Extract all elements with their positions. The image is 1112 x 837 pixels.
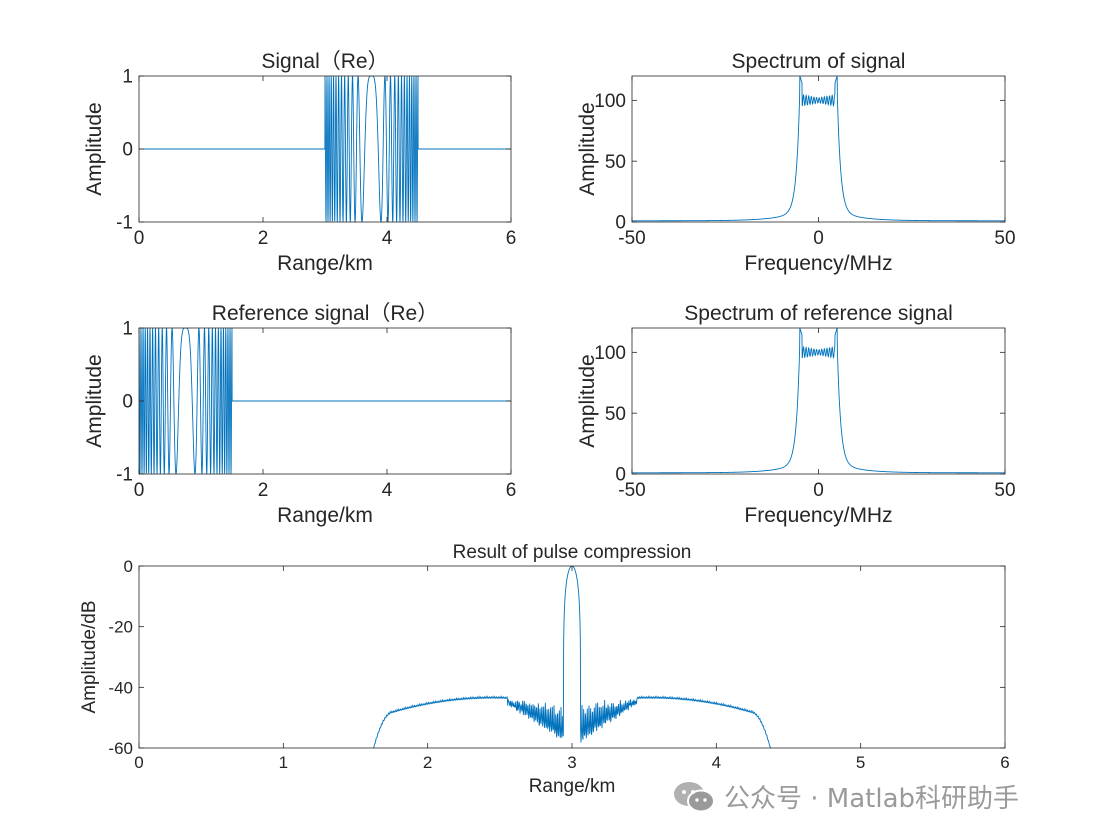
x-tick-label: 0 [813,228,824,249]
y-tick-label: 0 [122,140,133,161]
y-axis-label: Amplitude [83,354,106,447]
y-tick-label: 100 [594,91,626,112]
x-tick-label: 4 [382,480,393,501]
watermark-text: 公众号 · Matlab科研助手 [724,784,1020,814]
x-tick-label: 50 [994,228,1015,249]
y-tick-label: 1 [122,319,133,340]
series-line-spectrum_reference [632,328,1005,474]
x-tick-label: 50 [994,480,1015,501]
x-tick-label: 1 [279,753,288,772]
y-tick-label: -20 [108,618,133,637]
y-tick-label: 50 [605,404,626,425]
y-tick-label: -1 [116,465,133,486]
x-tick-label: -50 [618,228,645,249]
x-tick-label: 0 [134,753,143,772]
watermark: 公众号 · Matlab科研助手 [672,778,1019,815]
y-tick-label: -1 [116,213,133,234]
x-axis-label: Frequency/MHz [744,504,892,527]
chart-title: Spectrum of reference signal [684,302,952,325]
x-tick-label: 6 [506,480,517,501]
x-axis-label: Frequency/MHz [744,252,892,275]
x-tick-label: 3 [567,753,576,772]
x-tick-label: 6 [506,228,517,249]
x-axis-label: Range/km [529,776,616,797]
x-tick-label: -50 [618,480,645,501]
y-tick-label: 50 [605,152,626,173]
chart-title: Signal（Re） [261,50,388,73]
chart-title: Reference signal（Re） [212,302,438,325]
y-tick-label: 100 [594,343,626,364]
series-line-reference [139,328,511,474]
axes-compression: 0 1 2 3 4 5 6 -60 -40 -20 0 Result of pulse compres… [79,542,1010,797]
x-tick-label: 2 [258,480,269,501]
y-tick-label: 0 [615,465,626,486]
wechat-icon [674,781,715,812]
x-tick-label: 4 [382,228,393,249]
x-axis-label: Range/km [277,252,373,275]
y-axis-label: Amplitude [576,102,599,195]
y-tick-label: 1 [122,67,133,88]
y-axis-label: Amplitude [576,354,599,447]
x-tick-label: 0 [813,480,824,501]
series-line-signal [139,76,511,222]
y-axis-label: Amplitude/dB [79,600,100,713]
y-tick-label: 0 [124,557,133,576]
series-line-spectrum_signal [632,76,1005,222]
x-tick-label: 2 [423,753,432,772]
chart-title: Result of pulse compression [453,542,692,563]
y-axis-label: Amplitude [83,102,106,195]
y-tick-label: 0 [122,392,133,413]
x-tick-label: 5 [856,753,865,772]
y-tick-label: 0 [615,213,626,234]
x-tick-label: 0 [134,480,145,501]
x-tick-label: 4 [712,753,721,772]
y-tick-label: -60 [108,739,133,758]
x-axis-label: Range/km [277,504,373,527]
x-tick-label: 0 [134,228,145,249]
x-tick-label: 6 [1000,753,1009,772]
x-tick-label: 2 [258,228,269,249]
y-tick-label: -40 [108,678,133,697]
chart-title: Spectrum of signal [732,50,906,73]
